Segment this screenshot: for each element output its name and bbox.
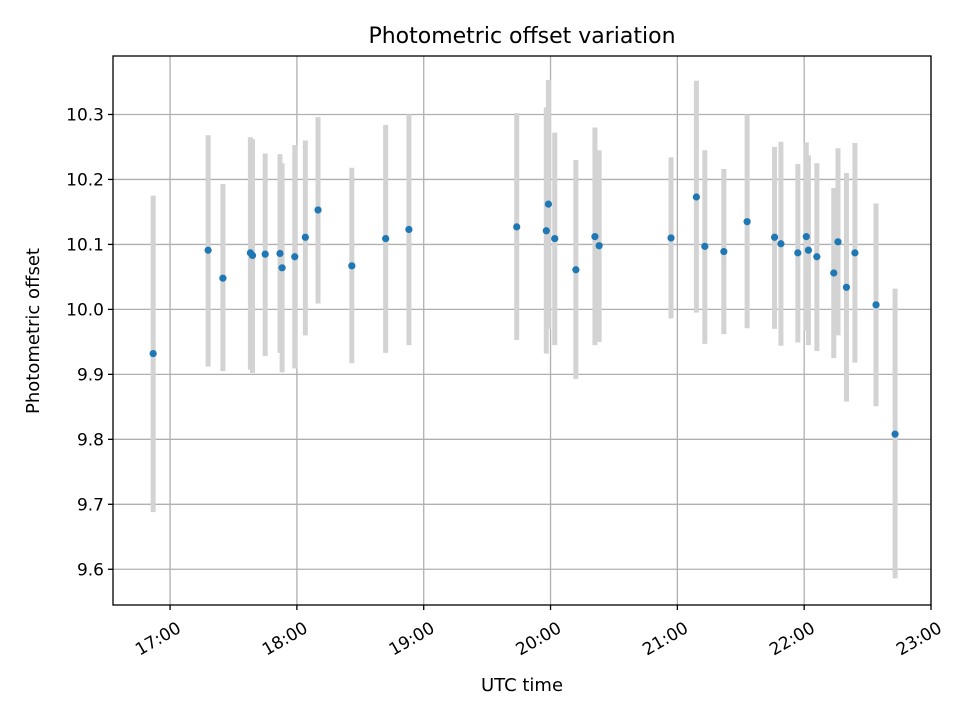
error-bars <box>150 80 898 579</box>
data-point <box>770 233 779 241</box>
y-tick-label: 10.3 <box>66 105 104 125</box>
data-point <box>204 246 212 254</box>
data-points <box>149 193 899 438</box>
data-point <box>551 234 559 243</box>
y-tick-label: 10.0 <box>66 300 104 320</box>
data-point <box>572 266 580 274</box>
data-point <box>405 225 413 234</box>
y-tick-label: 9.7 <box>77 495 104 515</box>
data-point <box>701 242 709 250</box>
x-tick-label: 23:00 <box>893 618 945 660</box>
data-point <box>830 269 838 277</box>
x-axis-ticks: 17:00 18:00 19:00 20:00 21:00 22:00 23:00 <box>132 605 946 660</box>
data-point <box>794 249 802 257</box>
data-point <box>301 233 309 241</box>
y-tick-label: 10.1 <box>66 235 104 255</box>
y-tick-label: 10.2 <box>66 170 104 190</box>
y-axis-ticks: 9.6 9.7 9.8 9.9 10.0 10.1 10.2 10.3 <box>66 105 113 580</box>
data-point <box>513 223 521 231</box>
x-tick-label: 20:00 <box>513 618 565 660</box>
data-point <box>777 240 785 248</box>
data-point <box>149 349 157 358</box>
data-point <box>842 283 851 291</box>
y-tick-label: 9.8 <box>77 430 104 450</box>
data-point <box>692 193 700 201</box>
x-tick-label: 22:00 <box>766 618 818 660</box>
data-point <box>872 301 880 309</box>
x-tick-label: 19:00 <box>386 618 438 660</box>
data-point <box>851 249 859 257</box>
chart-title: Photometric offset variation <box>368 24 675 49</box>
data-point <box>314 206 322 214</box>
data-point <box>278 264 286 272</box>
data-point <box>348 262 356 270</box>
x-tick-label: 17:00 <box>132 618 184 660</box>
data-point <box>382 234 390 243</box>
data-point <box>834 238 842 246</box>
y-tick-label: 9.6 <box>77 560 104 580</box>
data-point <box>813 253 821 261</box>
data-point <box>542 227 550 235</box>
data-point <box>720 247 728 256</box>
data-point <box>591 233 599 241</box>
data-point <box>248 251 257 260</box>
data-point <box>291 253 299 261</box>
data-point <box>544 200 553 208</box>
data-point <box>667 234 675 242</box>
y-axis-label: Photometric offset <box>23 248 44 414</box>
data-point <box>261 250 269 258</box>
data-point <box>802 233 810 241</box>
x-axis-label: UTC time <box>481 675 563 696</box>
x-tick-label: 18:00 <box>259 618 311 660</box>
plot-frame <box>112 55 932 606</box>
data-point <box>595 242 603 250</box>
data-point <box>276 249 284 258</box>
data-point <box>743 218 751 226</box>
data-point <box>891 430 899 438</box>
data-point <box>804 246 813 254</box>
y-tick-label: 9.9 <box>77 365 104 385</box>
data-point <box>219 274 227 282</box>
x-tick-label: 21:00 <box>639 618 691 660</box>
